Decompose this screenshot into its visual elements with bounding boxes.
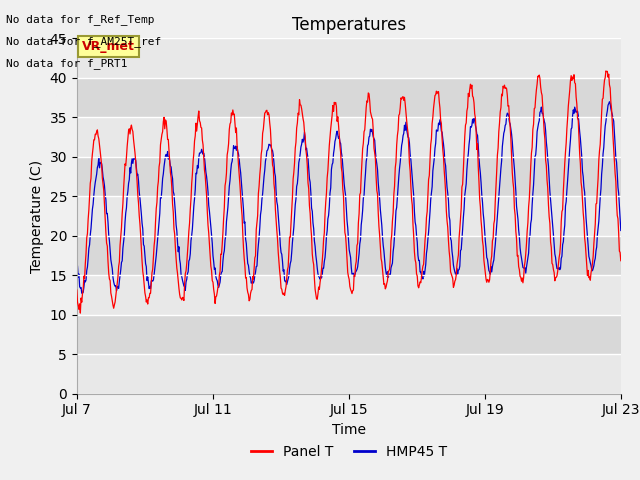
Bar — [77, 196, 621, 236]
X-axis label: Time: Time — [332, 423, 366, 437]
Y-axis label: Temperature (C): Temperature (C) — [30, 159, 44, 273]
Text: VR_met: VR_met — [82, 40, 135, 53]
Bar — [77, 157, 621, 196]
Bar — [77, 315, 621, 354]
Text: No data for f_Ref_Temp: No data for f_Ref_Temp — [6, 14, 155, 25]
Text: No data for f_AM25T_ref: No data for f_AM25T_ref — [6, 36, 162, 47]
Title: Temperatures: Temperatures — [292, 16, 406, 34]
Bar — [77, 38, 621, 78]
Bar — [77, 117, 621, 157]
Bar — [77, 354, 621, 394]
Legend: Panel T, HMP45 T: Panel T, HMP45 T — [245, 440, 452, 465]
Text: No data for f_PRT1: No data for f_PRT1 — [6, 58, 128, 69]
Bar — [77, 275, 621, 315]
Bar — [77, 78, 621, 117]
Bar — [77, 236, 621, 275]
